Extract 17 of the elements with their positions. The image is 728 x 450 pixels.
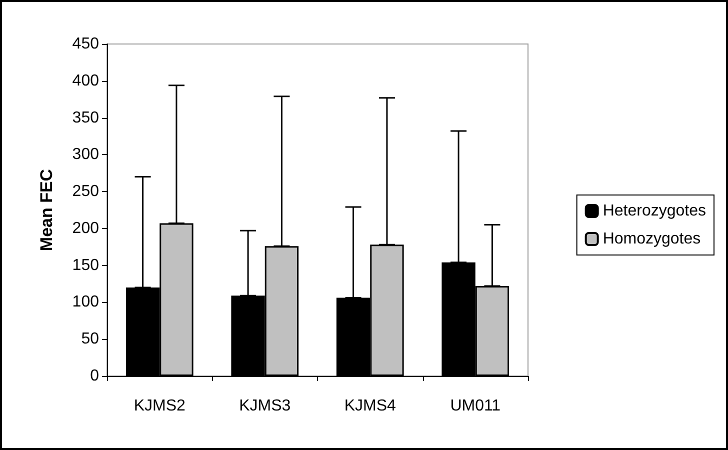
y-tick-label: 0 [90,368,100,384]
y-tick-label: 100 [72,294,100,311]
y-tick-label: 300 [72,146,100,164]
x-tick-label: KJMS2 [134,398,186,414]
legend-label: Heterozygotes [602,202,706,220]
x-tick-label: KJMS3 [239,398,291,414]
x-tick-label: KJMS4 [344,398,396,414]
y-tick-label: 200 [72,220,100,237]
legend-label: Homozygotes [602,230,701,248]
y-tick-label: 400 [72,72,100,90]
x-tick-label: UM011 [450,398,501,414]
y-tick-label: 150 [72,256,100,274]
y-tick-label: 350 [72,109,100,126]
y-tick-label: 450 [72,36,100,52]
y-tick-label: 250 [72,183,100,200]
y-tick-label: 50 [81,330,100,348]
y-axis-title: Mean FEC [37,168,56,252]
